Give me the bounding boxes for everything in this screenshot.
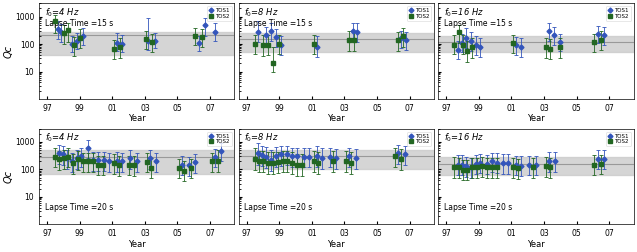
- Text: $f_0$=16 Hz: $f_0$=16 Hz: [444, 6, 484, 19]
- Legend: TOS1, TOS2: TOS1, TOS2: [606, 6, 631, 21]
- Text: $f_0$=8 Hz: $f_0$=8 Hz: [245, 6, 279, 19]
- Text: Lapse Time =20 s: Lapse Time =20 s: [245, 203, 313, 212]
- Y-axis label: Qc: Qc: [3, 45, 13, 58]
- Bar: [39, 32, 234, 55]
- X-axis label: Year: Year: [327, 114, 345, 123]
- Bar: [239, 150, 434, 169]
- Legend: TOS1, TOS2: TOS1, TOS2: [406, 132, 431, 146]
- X-axis label: Year: Year: [527, 240, 545, 248]
- Legend: TOS1, TOS2: TOS1, TOS2: [207, 132, 232, 146]
- Legend: TOS1, TOS2: TOS1, TOS2: [406, 6, 431, 21]
- Text: $f_0$=4 Hz: $f_0$=4 Hz: [45, 132, 80, 144]
- X-axis label: Year: Year: [128, 240, 146, 248]
- Bar: [239, 33, 434, 52]
- Text: Lapse Time =15 s: Lapse Time =15 s: [444, 19, 512, 28]
- Bar: [438, 157, 634, 175]
- Text: $f_0$=16 Hz: $f_0$=16 Hz: [444, 132, 484, 144]
- X-axis label: Year: Year: [128, 114, 146, 123]
- Bar: [438, 36, 634, 52]
- Bar: [39, 150, 234, 174]
- X-axis label: Year: Year: [527, 114, 545, 123]
- Text: $f_0$=4 Hz: $f_0$=4 Hz: [45, 6, 80, 19]
- Text: Lapse Time =20 s: Lapse Time =20 s: [444, 203, 512, 212]
- Text: $f_0$=8 Hz: $f_0$=8 Hz: [245, 132, 279, 144]
- Text: Lapse Time =15 s: Lapse Time =15 s: [245, 19, 313, 28]
- Text: Lapse Time =20 s: Lapse Time =20 s: [45, 203, 113, 212]
- Text: Lapse Time =15 s: Lapse Time =15 s: [45, 19, 113, 28]
- Legend: TOS1, TOS2: TOS1, TOS2: [606, 132, 631, 146]
- X-axis label: Year: Year: [327, 240, 345, 248]
- Legend: TOS1, TOS2: TOS1, TOS2: [207, 6, 232, 21]
- Y-axis label: Qc: Qc: [3, 170, 13, 183]
